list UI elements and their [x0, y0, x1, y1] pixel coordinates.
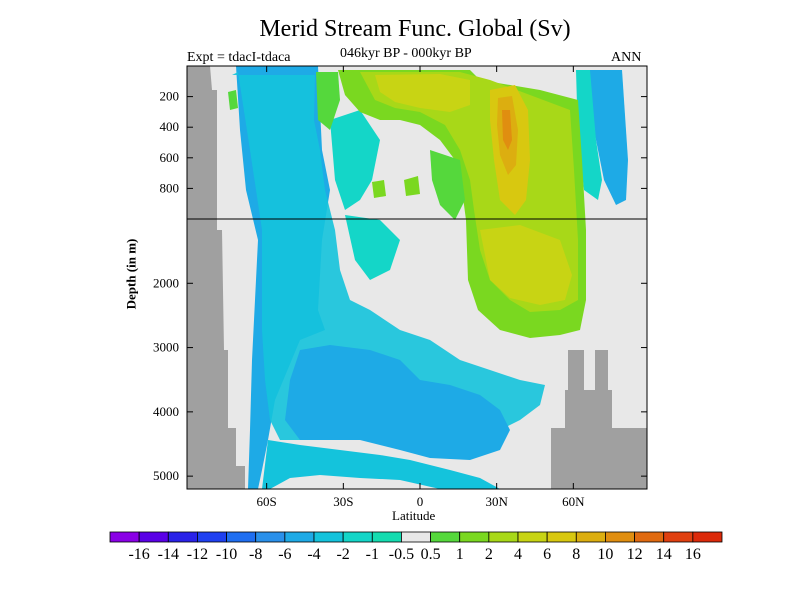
colorbar-swatch — [459, 531, 490, 543]
colorbar-swatch — [313, 531, 344, 543]
colorbar-swatch — [197, 531, 227, 543]
colorbar-label: -0.5 — [389, 546, 414, 563]
colorbar-label: 6 — [543, 546, 551, 563]
southern-cell-deep — [285, 345, 510, 460]
x-tick-label: 30S — [333, 494, 353, 509]
colorbar-swatch — [605, 531, 635, 543]
y-tick-label: 200 — [160, 89, 180, 104]
x-axis-label: Latitude — [392, 508, 436, 523]
small-green-patch-3 — [404, 176, 420, 196]
colorbar-label: 1 — [456, 546, 464, 563]
x-tick-label: 30N — [485, 494, 508, 509]
colorbar-label: -4 — [307, 546, 320, 563]
north-cyan-strip — [588, 70, 628, 205]
x-tick-label: 60S — [257, 494, 277, 509]
colorbar-label: -16 — [128, 546, 149, 563]
equatorial-teal-2 — [345, 215, 400, 280]
x-tick-label: 60N — [562, 494, 585, 509]
x-tick-label: 0 — [417, 494, 424, 509]
small-green-patch-2 — [372, 180, 386, 198]
colorbar-swatch — [226, 531, 257, 543]
y-tick-label: 3000 — [153, 340, 179, 355]
y-tick-label: 600 — [160, 150, 180, 165]
colorbar-swatch — [430, 531, 461, 543]
colorbar-label: -10 — [216, 546, 237, 563]
colorbar-label: 0.5 — [421, 546, 441, 563]
colorbar-swatch — [371, 531, 402, 543]
period-label: 046kyr BP - 000kyr BP — [340, 46, 472, 61]
nadw-upper-left-green — [430, 150, 465, 220]
plot-frame — [186, 65, 648, 490]
colorbar-label: 8 — [572, 546, 580, 563]
colorbar-swatch — [138, 531, 169, 543]
y-tick-label: 5000 — [153, 468, 179, 483]
experiment-label: Expt = tdacI-tdaca — [187, 50, 291, 65]
colorbar-label: -6 — [278, 546, 291, 563]
season-label: ANN — [611, 50, 642, 65]
land-south — [187, 66, 245, 489]
colorbar-swatch — [575, 531, 606, 543]
colorbar-label: 12 — [627, 546, 643, 563]
land-north — [551, 350, 647, 489]
colorbar-swatch — [692, 531, 723, 543]
colorbar: -16 -14 -12 -10 -8 -6 -4 -2 -1 -0.5 0.5 1 2 4 6 8 10 12 14… — [109, 531, 723, 563]
colorbar-label: 10 — [597, 546, 613, 563]
colorbar-swatch — [663, 531, 694, 543]
x-axis: 60S 30S 0 30N 60N — [257, 66, 585, 509]
colorbar-swatch — [401, 531, 431, 543]
y-tick-label: 2000 — [153, 275, 179, 290]
southern-cell-envelope — [232, 72, 545, 440]
y-tick-label: 4000 — [153, 404, 179, 419]
colorbar-swatch — [284, 531, 315, 543]
north-teal-strip — [576, 70, 602, 200]
equatorial-teal — [330, 110, 380, 210]
nadw-upper-band — [375, 74, 470, 112]
colorbar-label: -12 — [187, 546, 208, 563]
colorbar-swatch — [546, 531, 577, 543]
y-axis: 200 400 600 800 2000 3000 4000 5000 — [153, 89, 647, 483]
colorbar-label: -8 — [249, 546, 262, 563]
colorbar-label: -2 — [336, 546, 349, 563]
colorbar-swatch — [342, 531, 373, 543]
colorbar-label: -14 — [158, 546, 179, 563]
colorbar-label: 16 — [685, 546, 701, 563]
bottom-band — [262, 440, 500, 489]
colorbar-swatch — [517, 531, 548, 543]
colorbar-swatch — [167, 531, 198, 543]
small-green-patch — [228, 90, 238, 110]
y-tick-label: 800 — [160, 180, 180, 195]
y-tick-label: 400 — [160, 119, 180, 134]
colorbar-swatch — [488, 531, 519, 543]
colorbar-swatch — [109, 531, 140, 543]
colorbar-swatch — [255, 531, 286, 543]
chart-title: Merid Stream Func. Global (Sv) — [259, 16, 571, 42]
colorbar-label: 14 — [656, 546, 672, 563]
colorbar-label: 4 — [514, 546, 522, 563]
colorbar-label: 2 — [485, 546, 493, 563]
nadw-green-left — [316, 72, 340, 130]
colorbar-label: -1 — [366, 546, 379, 563]
colorbar-swatch — [634, 531, 665, 543]
nadw-lower-yellow — [480, 225, 572, 305]
nadw-core-peak — [502, 110, 512, 150]
